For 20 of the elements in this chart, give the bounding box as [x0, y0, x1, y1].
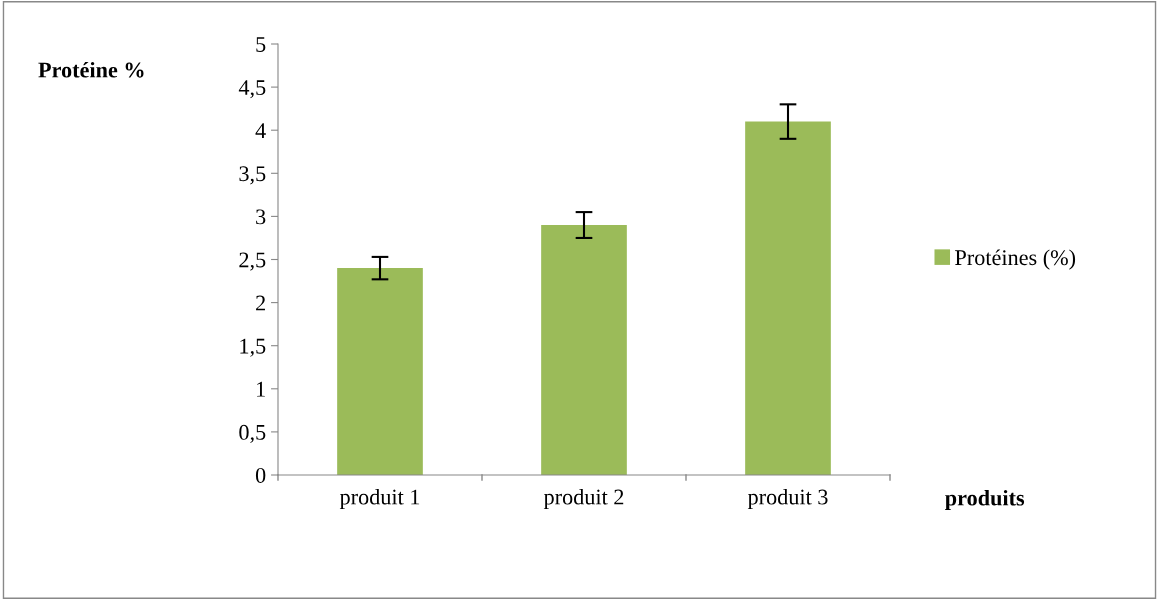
x-tick-label: produit 2	[543, 488, 624, 510]
y-tick-label: 1	[257, 381, 265, 397]
y-tick-label: 2,5	[239, 252, 266, 271]
bar	[745, 121, 831, 475]
bar	[541, 225, 627, 475]
y-tick-label: 3	[256, 209, 266, 225]
y-tick-label: 2	[256, 295, 265, 311]
x-axis-title: produits	[945, 489, 1025, 511]
y-tick-label: 1,5	[240, 338, 266, 357]
legend-label: Protéines (%)	[955, 249, 1076, 270]
y-tick-label: 4,5	[238, 80, 266, 99]
x-tick-label: produit 1	[339, 488, 420, 510]
y-tick-label: 0,5	[239, 424, 266, 444]
y-tick-label: 0	[255, 467, 266, 483]
y-tick-label: 4	[255, 123, 266, 138]
x-tick-label: produit 3	[747, 488, 828, 510]
y-tick-label: 3,5	[239, 166, 266, 185]
y-axis-title: Protéine %	[38, 61, 144, 78]
y-tick-label: 5	[256, 37, 266, 52]
bar	[337, 268, 423, 475]
